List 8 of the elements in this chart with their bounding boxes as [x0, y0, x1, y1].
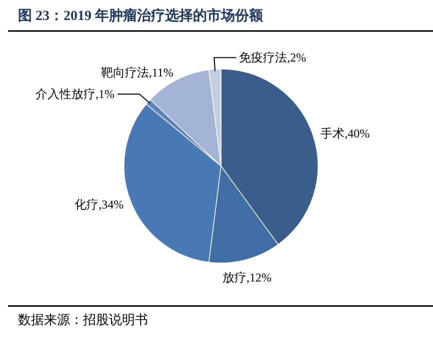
slice-label: 放疗,12%: [222, 270, 272, 284]
chart-title: 图 23：2019 年肿瘤治疗选择的市场份额: [18, 7, 264, 24]
slice-label: 免疫疗法,2%: [239, 50, 306, 65]
slice-label: 靶向疗法,11%: [100, 66, 174, 80]
slice-label: 介入性放疗,1%: [36, 87, 115, 102]
slice-label: 化疗,34%: [74, 198, 124, 212]
source-note: 数据来源：招股说明书: [18, 312, 148, 327]
slice-label: 手术,40%: [320, 126, 370, 141]
